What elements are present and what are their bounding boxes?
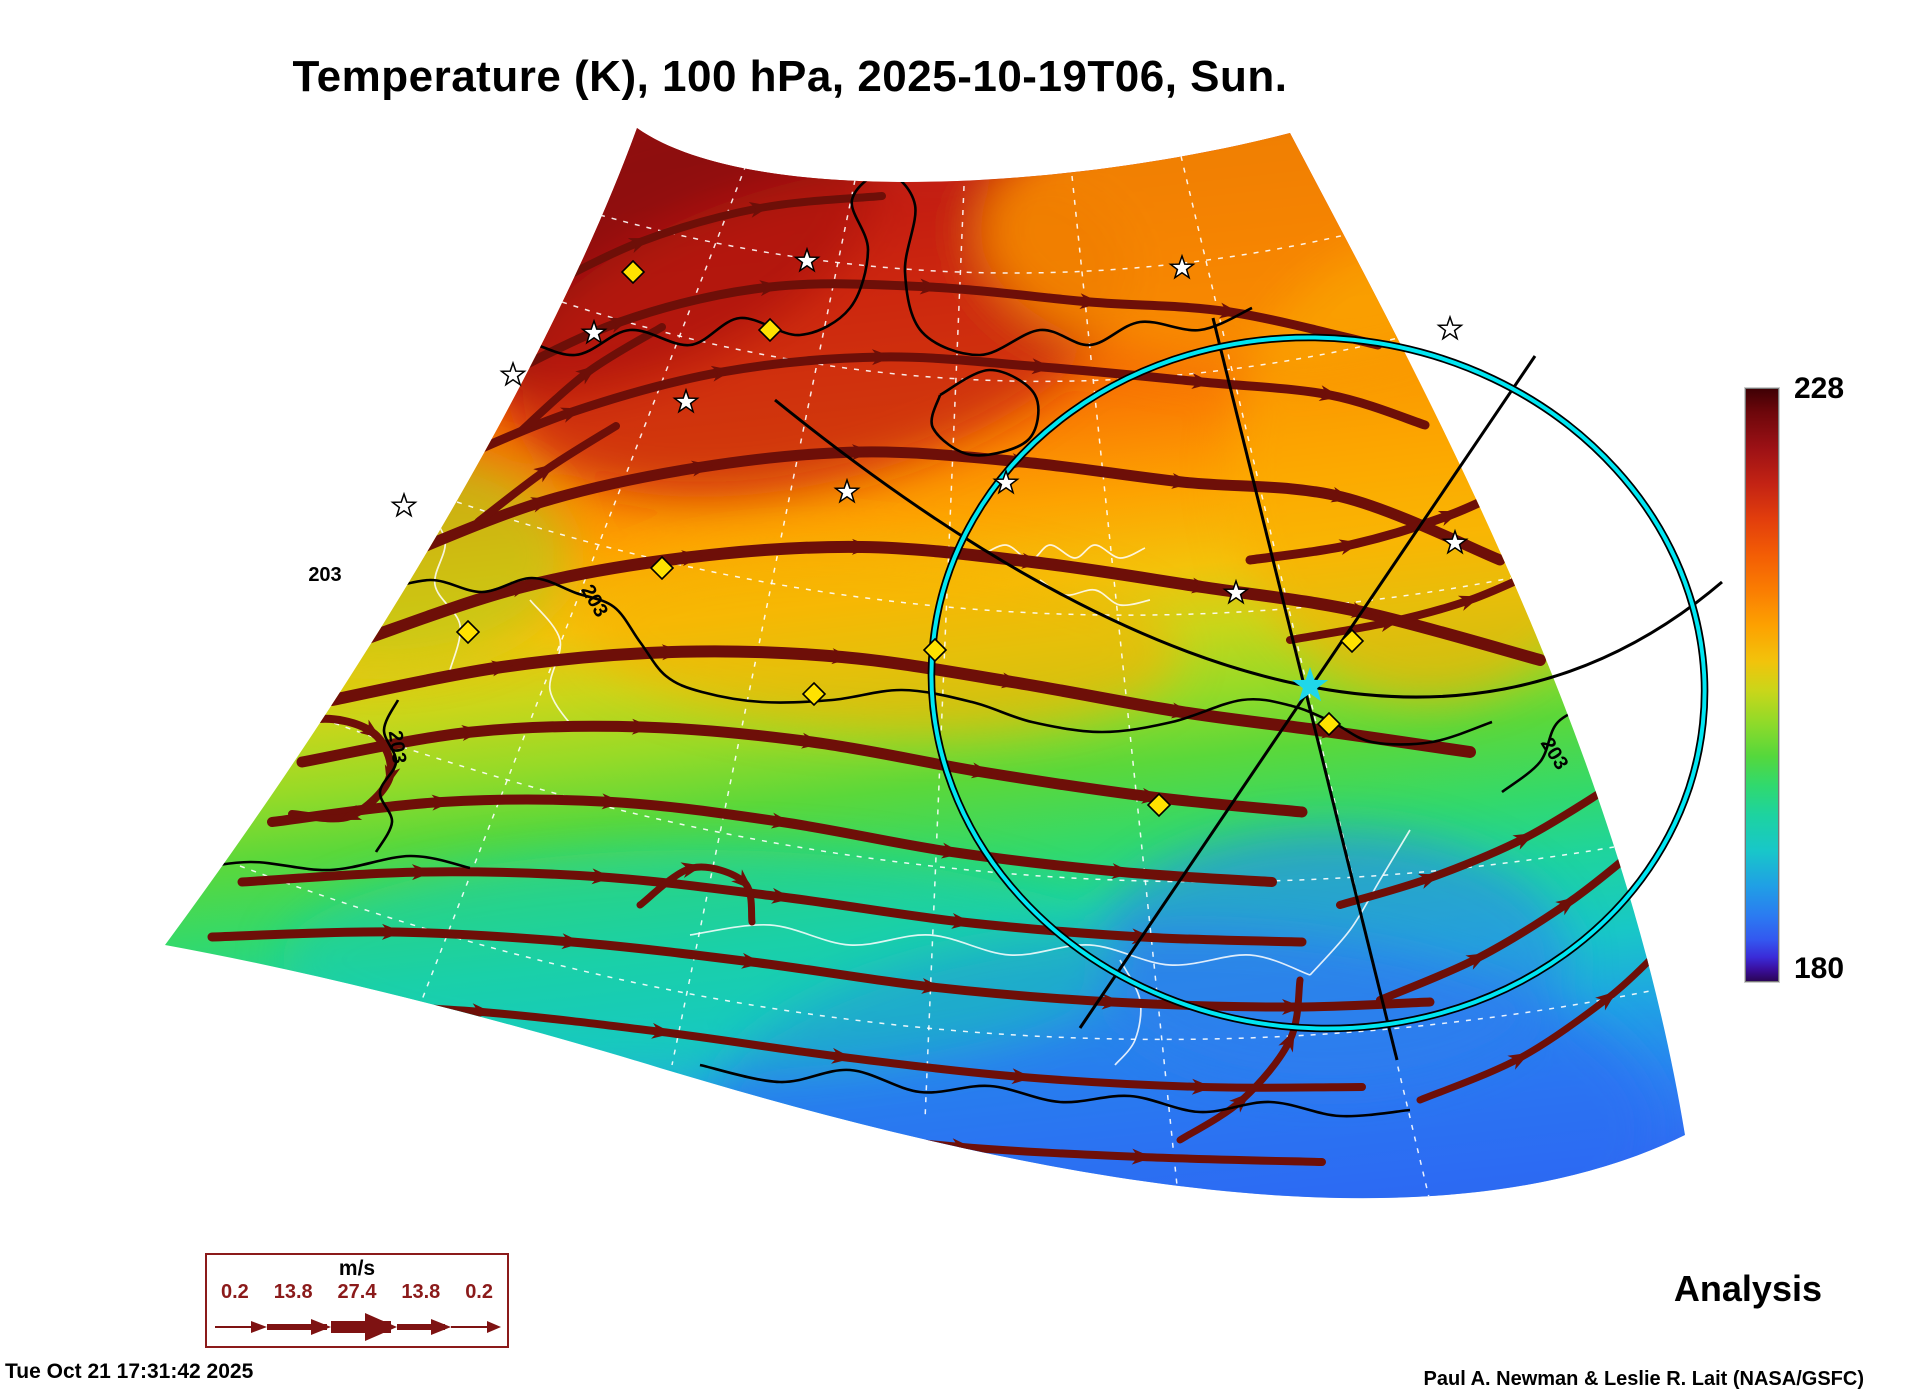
wind-speed-value: 13.8: [401, 1281, 441, 1303]
colorbar-max-label: 228: [1794, 372, 1845, 405]
streamline: [1376, 844, 1642, 1004]
geo-boundary: [1309, 829, 1411, 976]
temperature-contour: [434, 170, 1253, 367]
streamline: [1336, 784, 1612, 909]
colorbar: [1745, 388, 1779, 982]
site-diamond-icon: [455, 619, 481, 645]
streamline: [326, 644, 1476, 758]
contour-label: 203: [308, 564, 341, 586]
streamline: [475, 278, 1383, 393]
site-diamond-icon: [649, 555, 675, 581]
streamline: [427, 349, 1430, 475]
city-star-icon: [580, 318, 608, 345]
site-diamond-icon: [801, 681, 827, 707]
site-diamond-icon: [1146, 792, 1172, 818]
streamline: [1416, 944, 1666, 1104]
wind-speed-values: 0.2 13.8 27.4 13.8 0.2: [207, 1281, 507, 1304]
site-diamond-icon: [1316, 711, 1342, 737]
city-star-icon: [672, 387, 700, 414]
city-star-icon: [992, 468, 1020, 495]
city-star-icon: [1441, 528, 1469, 555]
city-star-icon: [499, 360, 527, 387]
streamline: [1286, 566, 1544, 644]
timestamp: Tue Oct 21 17:31:42 2025: [5, 1360, 254, 1383]
wind-speed-value: 0.2: [221, 1281, 249, 1303]
station-markers: [390, 246, 1469, 818]
city-star-icon: [1168, 253, 1196, 280]
figure-title: Temperature (K), 100 hPa, 2025-10-19T06,…: [292, 52, 1288, 101]
site-diamond-icon: [757, 317, 783, 343]
temperature-contour: [930, 368, 1040, 457]
wind-speed-arrow-glyph: [215, 1313, 501, 1341]
site-diamond-icon: [1339, 628, 1365, 654]
temperature-contour: [699, 1063, 1411, 1118]
city-star-icon: [833, 477, 861, 504]
wind-speed-legend: m/s 0.2 13.8 27.4 13.8 0.2: [205, 1253, 509, 1348]
temperature-contour: [177, 854, 471, 874]
streamline: [636, 862, 756, 926]
graticule-line: [239, 865, 1656, 1041]
city-star-icon: [1436, 314, 1464, 341]
streamline: [386, 444, 1506, 566]
colorbar-min-label: 180: [1794, 952, 1845, 985]
streamline: [207, 923, 1435, 1016]
wind-speed-value: 13.8: [273, 1281, 313, 1303]
temperature-contour: [371, 576, 1493, 746]
streamline: [298, 998, 1366, 1095]
analysis-label: Analysis: [1673, 1268, 1822, 1309]
city-star-icon: [390, 491, 418, 518]
station-star-icon: [1291, 667, 1329, 702]
wind-speed-value: 0.2: [465, 1281, 493, 1303]
wind-speed-value: 27.4: [337, 1281, 377, 1303]
city-star-icon: [1222, 578, 1250, 605]
streamline: [474, 422, 620, 526]
contour-label: 203: [384, 729, 410, 765]
city-star-icon: [793, 246, 821, 273]
temperature-contour: [374, 699, 400, 853]
streamline: [1176, 976, 1304, 1144]
site-diamond-icon: [922, 637, 948, 663]
site-diamond-icon: [620, 259, 646, 285]
streamline: [516, 323, 666, 436]
wind-speed-units-label: m/s: [338, 1257, 376, 1280]
temperature-field: [165, 128, 1685, 1199]
colorbar-gradient: [1746, 389, 1778, 981]
credit: Paul A. Newman & Leslie R. Lait (NASA/GS…: [1423, 1368, 1864, 1390]
streamline: [296, 718, 1308, 818]
